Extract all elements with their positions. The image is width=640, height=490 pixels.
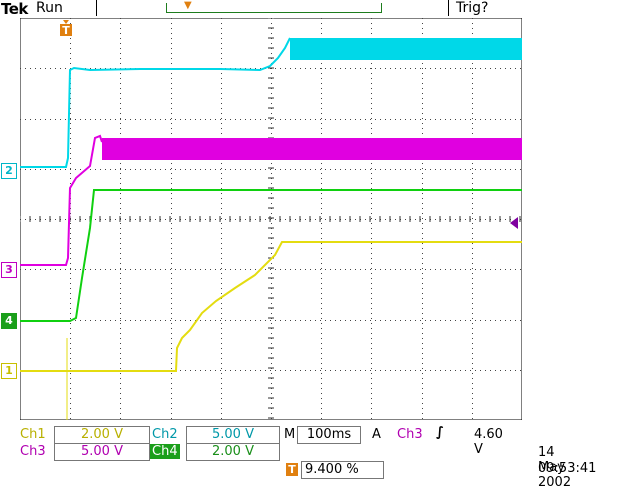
trigger-source: Ch3 [397, 427, 423, 442]
acquisition-status: Run [36, 0, 63, 16]
ch4-waveform [20, 189, 522, 322]
trigger-status: Trig? [456, 0, 489, 16]
trigger-position-readout[interactable]: 9.400 % [301, 461, 384, 479]
ch3-scale[interactable]: 5.00 V [54, 443, 150, 461]
ch1-waveform [20, 241, 522, 372]
ch3-ground-marker[interactable]: 3 [1, 262, 17, 278]
waveform-display[interactable] [20, 18, 522, 420]
ch1-ground-marker[interactable]: 1 [1, 363, 17, 379]
ch3-label: Ch3 [20, 444, 46, 459]
ch2-scale[interactable]: 5.00 V [186, 426, 280, 444]
record-length-indicator [166, 3, 382, 13]
record-position-marker-icon: ▼ [184, 0, 192, 11]
ch4-ground-marker[interactable]: 4 [1, 313, 17, 329]
trigger-level-arrow-icon [510, 217, 518, 229]
status-divider [448, 0, 449, 16]
trigger-mode: A [372, 427, 381, 442]
status-bar: Tek Run ▼ Trig? [0, 0, 640, 18]
ch1-scale[interactable]: 2.00 V [54, 426, 150, 444]
ch3-noise-band [102, 138, 522, 160]
ch2-noise-band [290, 38, 522, 60]
ch2-label: Ch2 [152, 427, 178, 442]
svg-text:T: T [62, 24, 70, 36]
ch3-waveform [20, 134, 103, 266]
ch4-scale[interactable]: 2.00 V [186, 443, 280, 461]
trigger-slope-icon: ∫ [436, 425, 444, 440]
brand-logo: Tek [1, 0, 28, 18]
ch2-waveform [20, 37, 291, 168]
trigger-position-readout-icon: T [286, 463, 298, 476]
time-readout: 09:53:41 [538, 461, 597, 476]
timebase-prefix: M [284, 427, 296, 442]
ch1-label: Ch1 [20, 427, 46, 442]
trigger-position-icon: T [60, 20, 72, 36]
trigger-level[interactable]: 4.60 V [474, 427, 503, 457]
ch2-ground-marker[interactable]: 2 [1, 163, 17, 179]
timebase-value[interactable]: 100ms [297, 426, 361, 444]
status-divider [96, 0, 97, 16]
ch4-label: Ch4 [150, 444, 180, 459]
